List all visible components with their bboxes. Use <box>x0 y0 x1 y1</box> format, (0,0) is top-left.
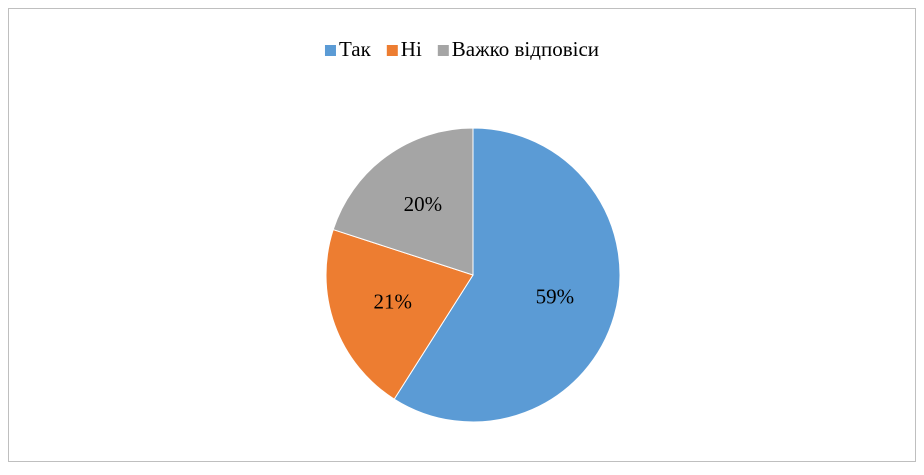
legend-swatch <box>324 45 336 56</box>
data-label: 21% <box>374 290 413 314</box>
legend-swatch <box>437 45 449 56</box>
pie-slice <box>332 127 474 276</box>
legend-label: Ні <box>401 37 422 61</box>
legend-swatch <box>386 45 398 56</box>
data-label: 59% <box>536 285 575 309</box>
pie-slice <box>393 127 621 423</box>
legend-label: Важко відповіси <box>452 37 599 61</box>
data-label: 20% <box>404 192 443 216</box>
pie-slice <box>325 228 474 400</box>
legend-label: Так <box>339 37 372 61</box>
